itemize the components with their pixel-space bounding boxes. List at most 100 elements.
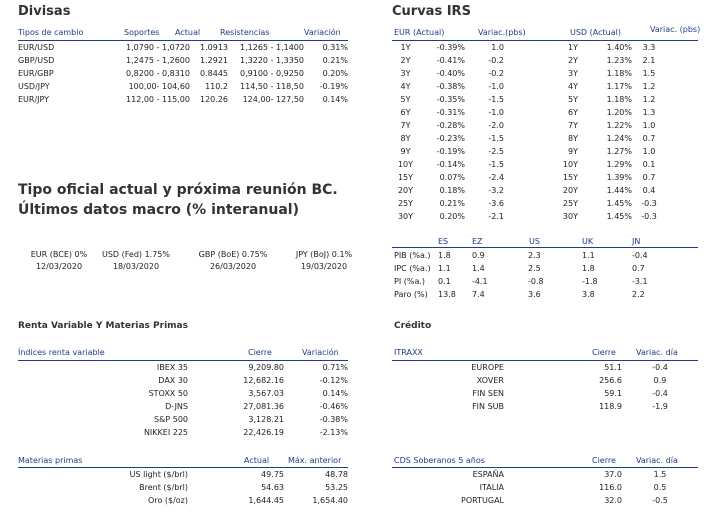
table-cell: -1.0 [488,82,504,91]
table-cell: 1.24% [606,134,632,143]
table-cell: -1.0 [488,108,504,117]
bc-rate-jpy-label: JPY (BoJ) 0.1% [295,250,353,259]
table-cell: S&P 500 [154,415,188,424]
table-cell: 3,567.03 [248,389,284,398]
table-cell: 7.4 [472,290,485,299]
table-cell-spacer [18,468,98,481]
table-cell: -0.19% [319,82,348,91]
divisas-row: EUR/USD 1,0790 - 1,0720 1.0913 1,1265 - 1,1… [18,41,348,54]
macro-header-us: US [529,237,540,246]
table-cell: 1.45% [606,199,632,208]
table-cell: 1.20% [606,108,632,117]
table-cell: -0.23% [436,134,465,143]
table-cell: PI (%a.) [394,277,426,286]
table-cell: IBEX 35 [156,363,188,372]
table-cell: 15Y [397,173,414,182]
macro-row: PI (%a.) 0.1 -4.1 -0.8 -1.8 -3.1 [394,275,694,288]
table-cell: DAX 30 [158,376,188,385]
bc-rate-jpy: JPY (BoJ) 0.1% 19/03/2020 [284,250,364,271]
table-cell: 1.22% [606,121,632,130]
table-cell: 100,00- 104,60 [128,82,190,91]
table-cell: Oro ($/oz) [148,496,188,505]
table-cell: Paro (%) [394,290,428,299]
table-cell-spacer [18,494,98,507]
table-cell: 1.5 [642,69,656,78]
curvas-row: 25Y 0.21% -3.6 25Y 1.45% -0.3 [392,197,698,210]
table-cell: -1.5 [488,160,504,169]
table-cell: 4Y [568,82,578,91]
table-cell: 1.3 [642,108,656,117]
table-cell: 9,209.80 [248,363,284,372]
curvas-row: 15Y 0.07% -2.4 15Y 1.39% 0.7 [392,171,698,184]
table-cell-spacer [392,400,432,413]
macro-table: PIB (%a.) 1.8 0.9 2.3 1.1 -0.4 IPC (%a.) 1.1 1.4… [394,249,694,301]
table-cell: -0.41% [436,56,465,65]
table-cell: -0.5 [652,496,668,505]
curvas-row: 2Y -0.41% -0.2 2Y 1.23% 2.1 [392,54,698,67]
materias-header-max: Máx. anterior [288,456,342,465]
table-cell: 114,50 - 118,50 [240,82,304,91]
indices-row: IBEX 35 9,209.80 0.71% [18,361,348,374]
table-cell-spacer [392,468,432,481]
table-cell: 9Y [568,147,578,156]
table-cell: 30Y [397,212,414,221]
renta-title: Renta Variable Y Materias Primas [18,321,188,331]
curvas-header-usd: USD (Actual) [570,28,621,37]
table-cell: 0.7 [632,264,645,273]
cds-divider [392,467,698,468]
table-cell: 27,081.36 [243,402,284,411]
table-cell: -1.5 [488,95,504,104]
table-cell: STOXX 50 [148,389,188,398]
table-cell: 1.0913 [200,43,228,52]
table-cell: 120.26 [200,95,228,104]
table-cell: 1.1 [582,251,595,260]
curvas-row: 4Y -0.38% -1.0 4Y 1.17% 1.2 [392,80,698,93]
table-cell: 3Y [568,69,578,78]
table-cell: -0.35% [436,95,465,104]
table-cell: 0.21% [322,56,348,65]
table-cell: 1,0790 - 1,0720 [126,43,190,52]
table-cell: 22,426.19 [243,428,284,437]
table-cell: 15Y [562,173,578,182]
itraxx-row: XOVER 256.6 0.9 [392,374,698,387]
table-cell: 1.2921 [200,56,228,65]
table-cell: -0.46% [319,402,348,411]
bc-title-line1: Tipo oficial actual y próxima reunión BC… [18,182,338,198]
table-cell: -0.12% [319,376,348,385]
curvas-row: 10Y -0.14% -1.5 10Y 1.29% 0.1 [392,158,698,171]
macro-header-es: ES [438,237,449,246]
cds-row: ESPAÑA 37.0 1.5 [392,468,698,481]
table-cell: ESPAÑA [472,470,504,479]
divisas-row: USD/JPY 100,00- 104,60 110.2 114,50 - 118,5… [18,80,348,93]
table-cell: 0.7 [642,134,656,143]
indices-row: STOXX 50 3,567.03 0.14% [18,387,348,400]
table-cell: XOVER [476,376,504,385]
cds-table: ESPAÑA 37.0 1.5 ITALIA 116.0 0.5 PORTUGAL 32.0 -… [392,468,698,507]
table-cell: PORTUGAL [461,496,504,505]
table-cell: 112,00 - 115,00 [126,95,190,104]
macro-row: IPC (%a.) 1.1 1.4 2.5 1.8 0.7 [394,262,694,275]
table-cell: 6Y [400,108,411,117]
table-cell: 1,3220 - 1,3350 [240,56,304,65]
bc-rate-eur-date: 12/03/2020 [35,262,83,271]
bc-rate-jpy-date: 19/03/2020 [300,262,348,271]
materias-row: Brent ($/brl) 54.63 53.25 [18,481,348,494]
divisas-header-variacion: Variación [304,28,341,37]
curvas-row: 20Y 0.18% -3.2 20Y 1.44% 0.4 [392,184,698,197]
table-cell: 13.8 [438,290,456,299]
table-cell: 0.9 [653,376,667,385]
table-cell: 0.14% [322,95,348,104]
table-cell-spacer [18,361,98,374]
table-cell: 1,654.40 [312,496,348,505]
curvas-row: 6Y -0.31% -1.0 6Y 1.20% 1.3 [392,106,698,119]
curvas-header-eur: EUR (Actual) [394,28,445,37]
table-cell: 1.23% [606,56,632,65]
macro-divider [392,247,698,248]
curvas-row: 8Y -0.23% -1.5 8Y 1.24% 0.7 [392,132,698,145]
table-cell: USD/JPY [18,82,50,91]
table-cell-spacer [18,400,98,413]
table-cell: 0.1 [642,160,656,169]
materias-row: US light ($/brl) 49.75 48.78 [18,468,348,481]
table-cell: -0.3 [641,212,657,221]
divisas-row: EUR/GBP 0,8200 - 0,8310 0.8445 0,9100 - 0,9… [18,67,348,80]
